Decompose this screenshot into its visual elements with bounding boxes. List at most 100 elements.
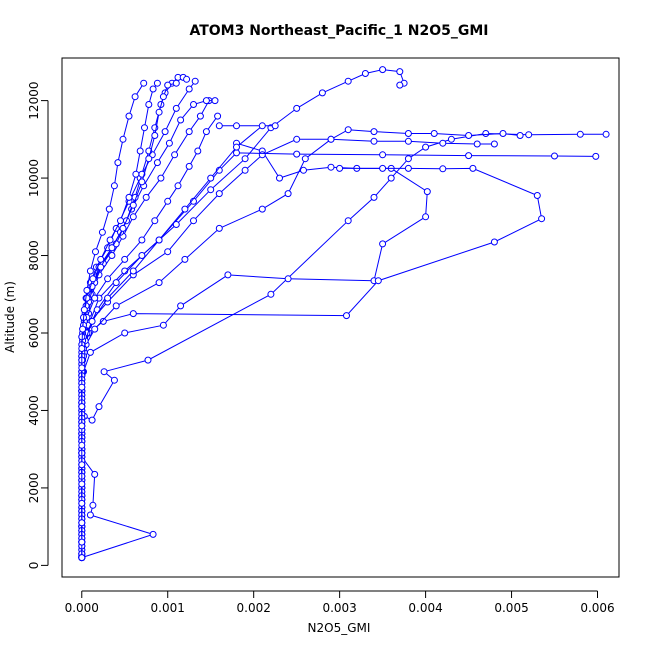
data-point	[79, 325, 87, 333]
data-point	[318, 89, 326, 97]
data-point	[78, 480, 86, 488]
y-axis: 0 2000 4000 6000 8000 10000 12000	[27, 82, 49, 569]
data-point	[78, 383, 86, 391]
data-point	[258, 122, 266, 130]
data-point	[151, 217, 159, 225]
x-axis-label: N2O5_GMI	[308, 621, 371, 635]
data-point	[86, 511, 94, 519]
series-7	[78, 135, 498, 554]
data-point	[140, 79, 148, 87]
x-tick-label: 0.001	[151, 601, 185, 615]
y-tick-label: 12000	[27, 82, 41, 120]
data-point	[293, 135, 301, 143]
data-point	[78, 461, 86, 469]
data-point	[284, 190, 292, 198]
data-point	[92, 248, 99, 256]
y-tick-label: 10000	[27, 159, 41, 197]
series-line	[81, 152, 596, 546]
data-point	[482, 130, 490, 137]
data-point	[159, 321, 167, 329]
y-tick-label: 6000	[27, 318, 41, 349]
data-point	[78, 345, 86, 352]
data-point	[439, 165, 447, 173]
data-point	[144, 356, 152, 364]
data-point	[89, 275, 97, 283]
data-point	[207, 174, 215, 182]
y-tick-label: 4000	[27, 395, 41, 426]
data-point	[233, 149, 240, 157]
data-point	[202, 97, 210, 105]
data-point	[190, 217, 197, 225]
x-tick-label: 0.000	[65, 601, 99, 615]
data-point	[108, 244, 116, 252]
x-tick-label: 0.005	[494, 601, 528, 615]
x-tick-label: 0.006	[580, 601, 614, 615]
data-point	[387, 174, 395, 182]
data-point	[159, 93, 167, 101]
data-point	[91, 470, 99, 478]
series-6	[78, 126, 524, 558]
data-point	[191, 77, 199, 85]
data-point	[404, 137, 412, 145]
data-point	[185, 162, 193, 170]
data-point	[161, 128, 169, 136]
x-tick-label: 0.002	[237, 601, 271, 615]
data-point	[104, 294, 112, 302]
data-point	[183, 75, 191, 83]
data-point	[97, 255, 105, 263]
data-point	[602, 130, 610, 138]
data-point	[469, 164, 477, 172]
x-tick-label: 0.004	[408, 601, 442, 615]
data-point	[114, 159, 122, 167]
data-point	[119, 135, 127, 143]
data-point	[576, 130, 584, 138]
data-point	[343, 312, 350, 320]
data-point	[215, 122, 223, 130]
data-point	[141, 124, 148, 132]
data-point	[439, 139, 447, 147]
data-point	[106, 236, 114, 244]
data-point	[422, 143, 430, 151]
data-point	[185, 85, 193, 93]
data-point	[164, 248, 172, 256]
data-point	[404, 164, 412, 172]
data-point	[104, 275, 112, 283]
data-point	[99, 317, 107, 325]
data-point	[78, 499, 86, 507]
data-point	[430, 130, 438, 137]
data-point	[164, 81, 172, 89]
series-11	[78, 97, 219, 562]
data-point	[174, 182, 182, 190]
data-point	[465, 132, 473, 139]
data-point	[233, 122, 240, 130]
data-point	[138, 252, 146, 259]
y-axis-label: Altitude (m)	[3, 281, 17, 353]
data-point	[149, 530, 157, 538]
data-point	[153, 159, 161, 167]
data-point	[151, 132, 159, 139]
data-point	[196, 112, 204, 120]
data-point	[145, 155, 153, 163]
data-point	[129, 267, 137, 275]
data-point	[110, 376, 118, 384]
data-point	[190, 101, 197, 108]
data-point	[538, 215, 546, 223]
data-point	[344, 217, 352, 225]
data-point	[370, 128, 378, 136]
data-point	[194, 147, 202, 155]
data-point	[181, 255, 189, 263]
data-point	[211, 97, 219, 105]
data-point	[344, 126, 352, 134]
data-point	[153, 79, 161, 87]
data-point	[215, 190, 223, 198]
data-point	[100, 368, 108, 376]
data-point	[241, 155, 249, 163]
data-point	[533, 192, 541, 199]
data-point	[91, 325, 99, 333]
data-point	[131, 93, 139, 101]
data-point	[344, 77, 352, 85]
data-point	[327, 135, 335, 143]
data-point	[271, 122, 279, 130]
data-point	[374, 277, 382, 285]
series-line	[81, 115, 219, 550]
